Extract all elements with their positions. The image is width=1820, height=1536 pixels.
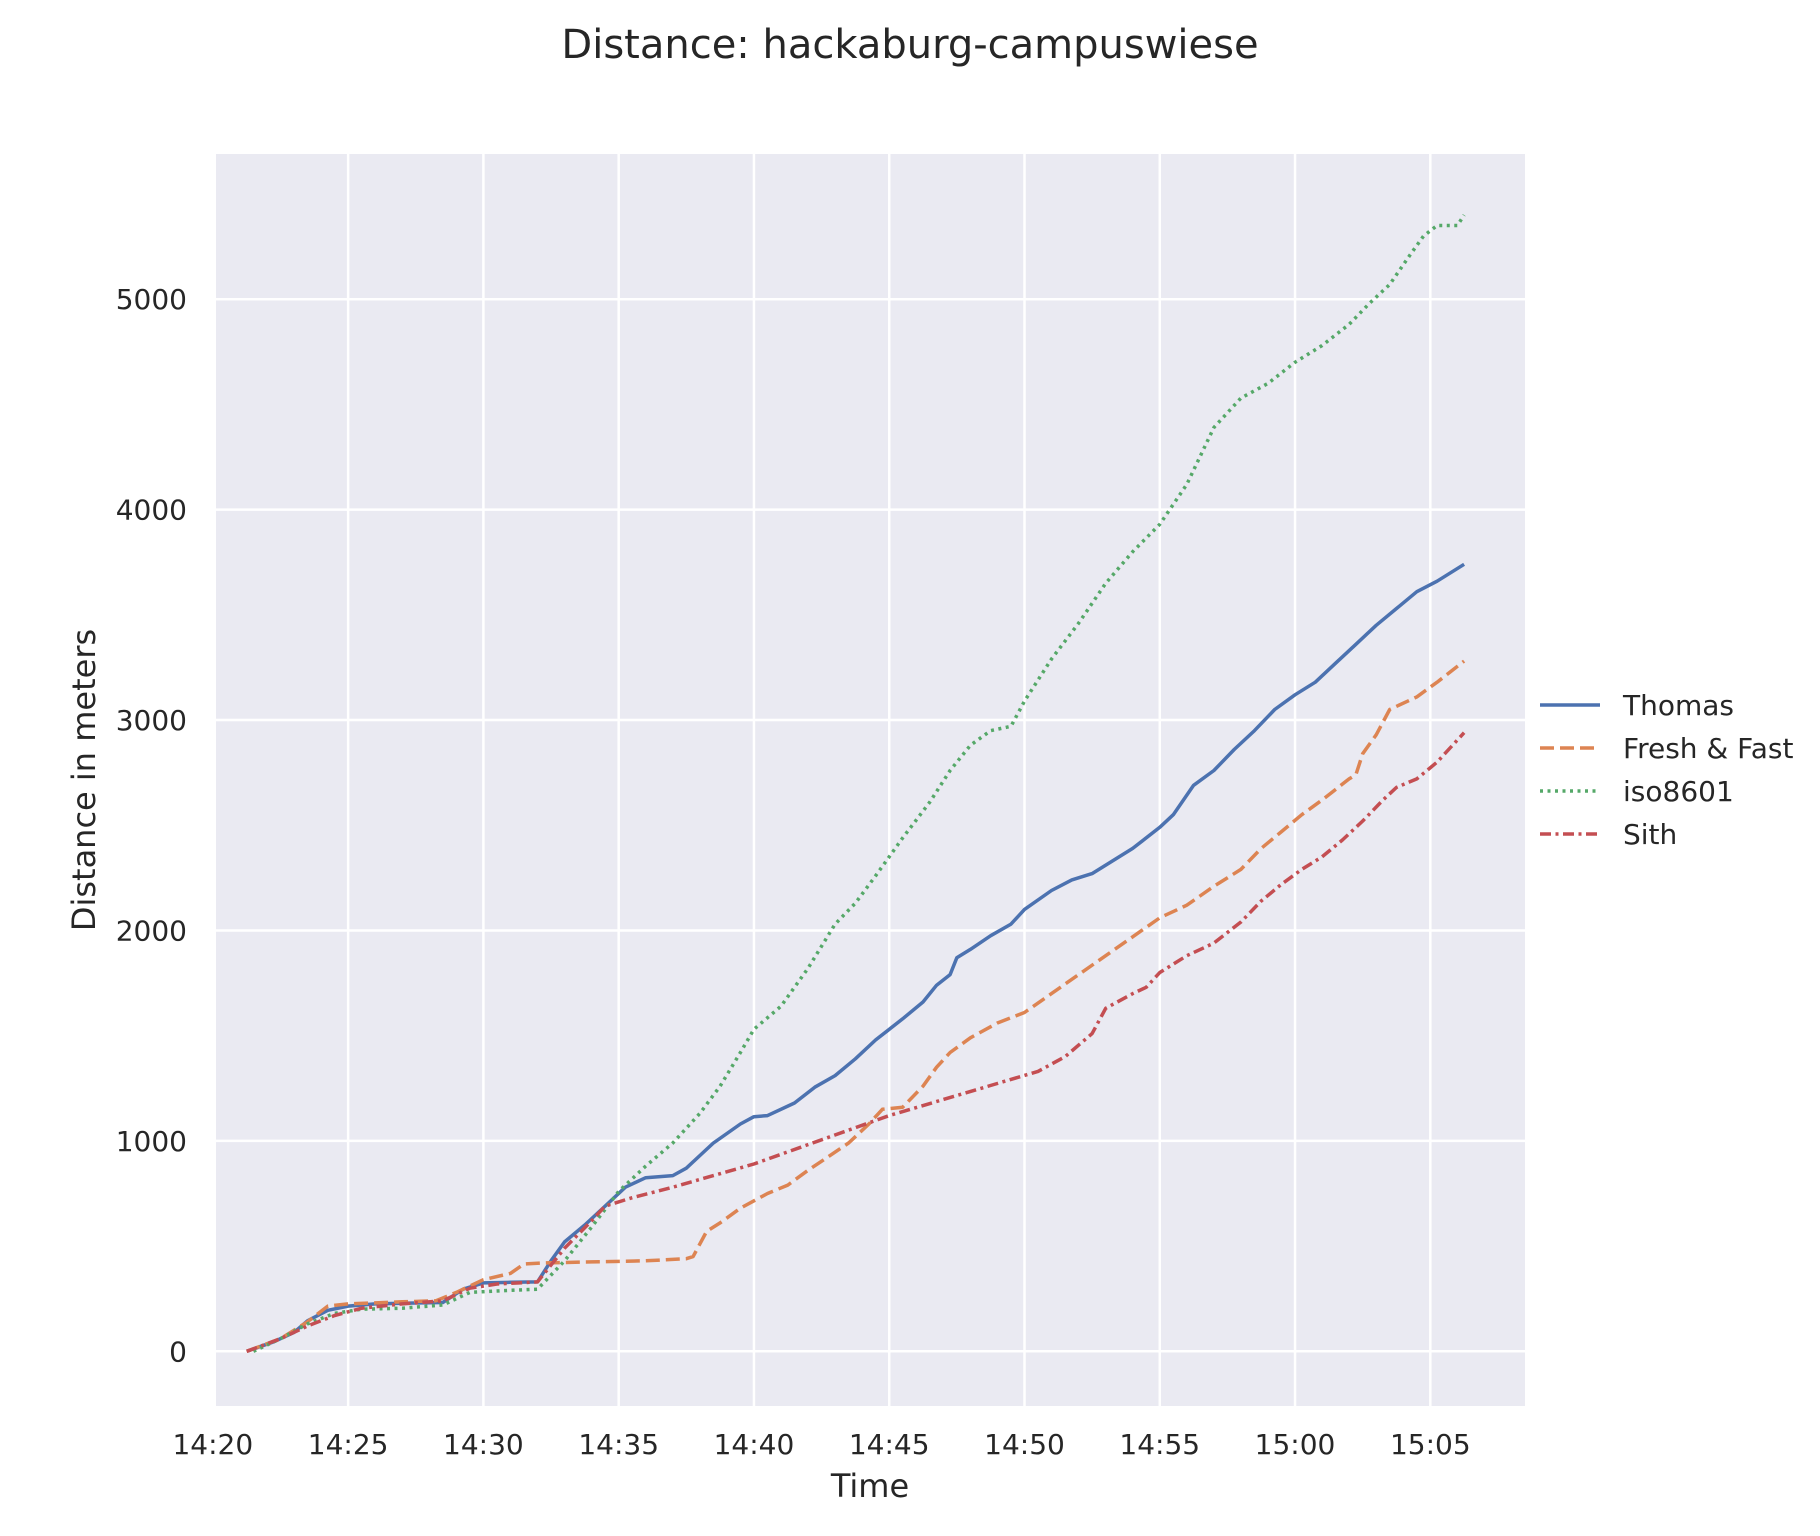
series-line-thomas bbox=[246, 562, 1466, 1353]
y-ticks: 0 1000 2000 3000 4000 5000 bbox=[116, 283, 187, 1368]
x-tick-label: 14:30 bbox=[443, 1428, 524, 1461]
series-line-sith bbox=[246, 731, 1466, 1353]
y-tick-label: 2000 bbox=[116, 914, 187, 947]
y-tick-label: 5000 bbox=[116, 283, 187, 316]
x-tick-label: 14:25 bbox=[308, 1428, 389, 1461]
x-tick-label: 15:05 bbox=[1390, 1428, 1471, 1461]
legend-label: Sith bbox=[1623, 818, 1677, 851]
series-line-fresh-fast bbox=[246, 659, 1466, 1353]
x-tick-label: 14:40 bbox=[714, 1428, 795, 1461]
chart-title: Distance: hackaburg-campuswiese bbox=[561, 22, 1258, 68]
x-tick-label: 14:50 bbox=[984, 1428, 1065, 1461]
y-axis-label: Distance in meters bbox=[65, 629, 103, 931]
y-tick-label: 3000 bbox=[116, 704, 187, 737]
x-tick-label: 15:00 bbox=[1255, 1428, 1336, 1461]
x-tick-label: 14:20 bbox=[172, 1428, 253, 1461]
y-tick-label: 4000 bbox=[116, 494, 187, 527]
x-tick-label: 14:45 bbox=[849, 1428, 930, 1461]
plot-area bbox=[216, 154, 1525, 1406]
x-tick-label: 14:35 bbox=[578, 1428, 659, 1461]
x-axis-label: Time bbox=[830, 1467, 909, 1505]
legend-label: Thomas bbox=[1622, 689, 1734, 722]
legend-label: iso8601 bbox=[1623, 775, 1734, 808]
y-tick-label: 1000 bbox=[116, 1125, 187, 1158]
x-tick-label: 14:55 bbox=[1119, 1428, 1200, 1461]
legend-label: Fresh & Fast bbox=[1623, 732, 1793, 765]
y-tick-label: 0 bbox=[169, 1335, 187, 1368]
legend: Thomas Fresh & Fast iso8601 Sith bbox=[1540, 689, 1793, 851]
series-layer bbox=[246, 214, 1466, 1353]
x-ticks: 14:20 14:25 14:30 14:35 14:40 14:45 14:50 14:55… bbox=[172, 1428, 1470, 1461]
series-line-iso8601 bbox=[252, 214, 1466, 1353]
